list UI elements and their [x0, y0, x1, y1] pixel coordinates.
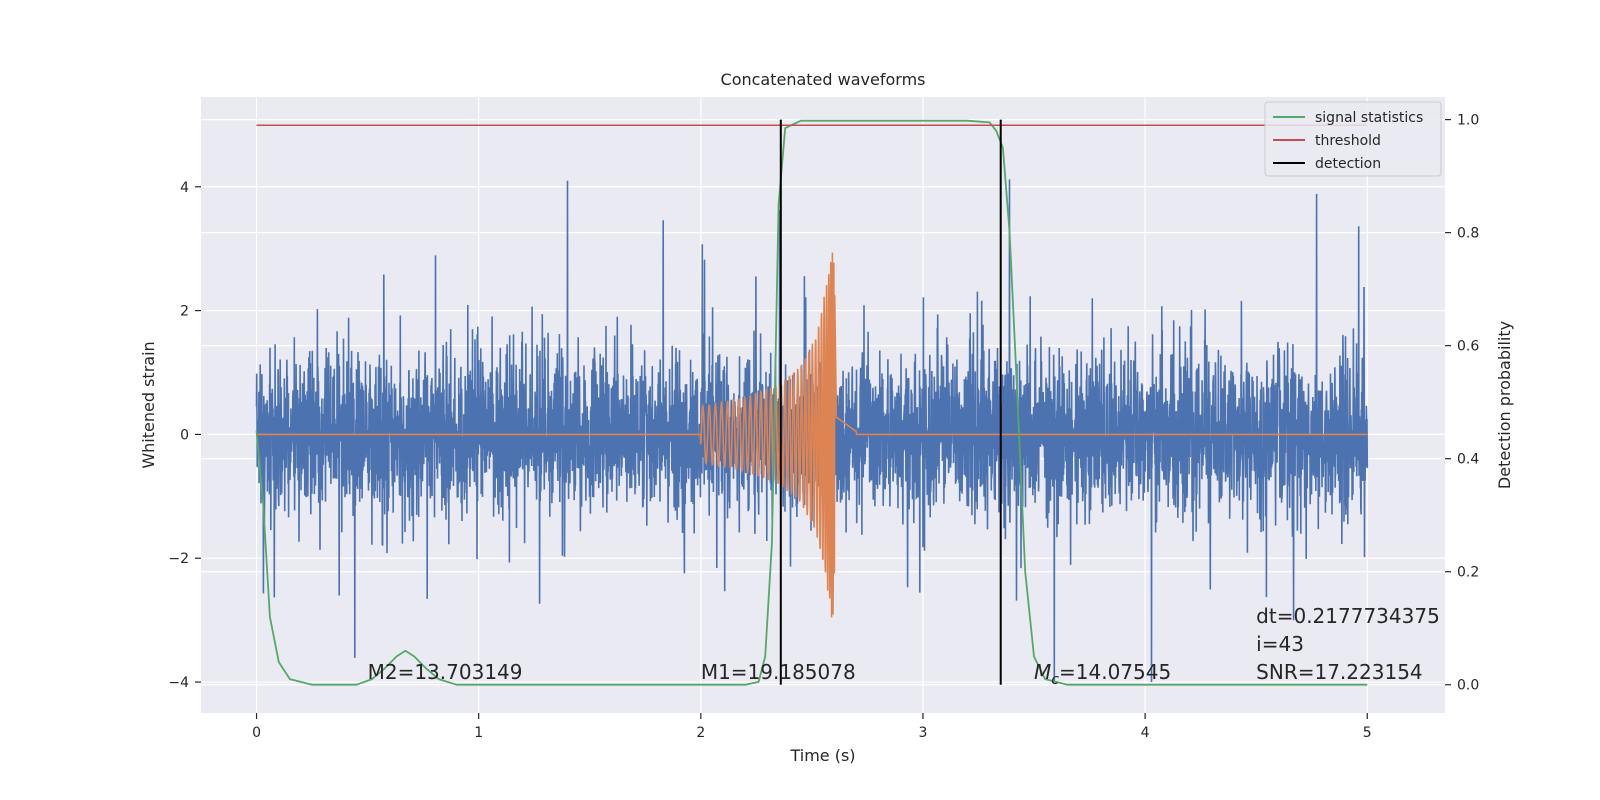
legend-label: threshold: [1315, 133, 1381, 149]
y-right-tick-label: 0.0: [1457, 678, 1479, 694]
annotation-text: i=43: [1256, 632, 1304, 656]
signal-statistics-line: [255, 119, 1368, 686]
template-waveform-line: [256, 252, 1368, 618]
y-right-tick-label: 0.4: [1457, 452, 1479, 468]
annotation-text: M2=13.703149: [368, 660, 523, 684]
legend-label: signal statistics: [1315, 110, 1423, 126]
chart-title: Concatenated waveforms: [721, 70, 926, 89]
y-right-tick-label: 0.2: [1457, 565, 1479, 581]
axes: 0 1 2 3 4 5 −4 −2 0 2 4 0.0 0.2 0.4 0.6 0.8 1.0: [168, 113, 1479, 741]
y-tick-label: 2: [180, 304, 189, 320]
y-tick-label: 0: [180, 427, 189, 443]
y-right-tick-label: 1.0: [1457, 113, 1479, 129]
annotations: M2=13.703149 M1=19.185078 Mc=14.07545 dt=0.…: [368, 604, 1440, 688]
x-tick-label: 0: [252, 725, 261, 741]
y-axis-label-right: Detection probability: [1495, 321, 1514, 489]
y-right-tick-label: 0.8: [1457, 226, 1479, 242]
x-axis-label: Time (s): [789, 746, 855, 765]
annotation-text: M1=19.185078: [701, 660, 856, 684]
plot-area: [255, 119, 1369, 686]
y-tick-label: 4: [180, 180, 189, 196]
x-tick-label: 1: [474, 725, 483, 741]
annotation-subscript: c: [1051, 672, 1059, 688]
legend-label: detection: [1315, 156, 1381, 172]
whitened-strain-line: [255, 179, 1369, 683]
y-tick-label: −4: [168, 675, 189, 691]
annotation-text: dt=0.2177734375: [1256, 604, 1440, 628]
x-tick-label: 5: [1363, 725, 1372, 741]
annotation-text: SNR=17.223154: [1256, 660, 1422, 684]
x-tick-label: 3: [919, 725, 928, 741]
x-tick-label: 4: [1141, 725, 1150, 741]
annotation-text: Mc=14.07545: [1034, 660, 1171, 688]
y-right-tick-label: 0.6: [1457, 339, 1479, 355]
y-axis-label: Whitened strain: [139, 341, 158, 468]
y-tick-label: −2: [168, 551, 189, 567]
annotation-main: M: [1034, 660, 1051, 684]
legend: signal statistics threshold detection: [1264, 101, 1442, 177]
x-tick-label: 2: [696, 725, 705, 741]
legend-box: [1264, 101, 1442, 177]
annotation-rest: =14.07545: [1059, 660, 1171, 684]
